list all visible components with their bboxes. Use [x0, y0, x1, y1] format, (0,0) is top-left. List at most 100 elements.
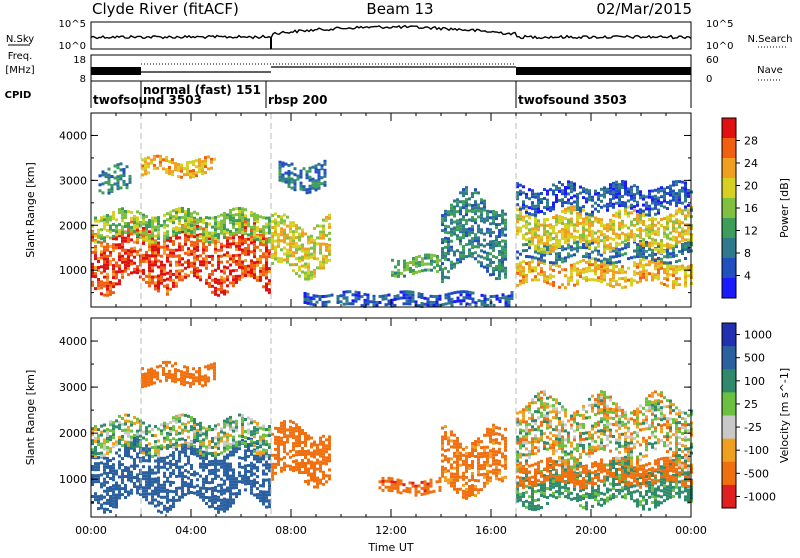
- heatmap-cell: [109, 498, 112, 501]
- heatmap-cell: [94, 251, 97, 254]
- heatmap-cell: [621, 247, 624, 250]
- heatmap-cell: [229, 221, 232, 224]
- heatmap-cell: [436, 298, 439, 301]
- heatmap-cell: [397, 263, 400, 266]
- heatmap-cell: [456, 464, 459, 467]
- heatmap-cell: [606, 188, 609, 191]
- heatmap-cell: [118, 264, 121, 267]
- heatmap-cell: [639, 196, 642, 199]
- heatmap-cell: [256, 452, 259, 455]
- heatmap-cell: [172, 502, 175, 505]
- heatmap-cell: [145, 221, 148, 224]
- heatmap-cell: [259, 243, 262, 246]
- heatmap-cell: [151, 229, 154, 232]
- heatmap-cell: [184, 451, 187, 454]
- heatmap-cell: [151, 241, 154, 244]
- heatmap-cell: [612, 255, 615, 258]
- heatmap-cell: [570, 184, 573, 187]
- heatmap-cell: [127, 426, 130, 429]
- heatmap-cell: [235, 242, 238, 245]
- heatmap-cell: [591, 211, 594, 214]
- heatmap-cell: [543, 280, 546, 283]
- heatmap-cell: [307, 263, 310, 266]
- heatmap-cell: [106, 249, 109, 252]
- heatmap-cell: [633, 270, 636, 273]
- heatmap-cell: [226, 457, 229, 460]
- heatmap-cell: [190, 440, 193, 443]
- heatmap-cell: [244, 247, 247, 250]
- heatmap-cell: [238, 441, 241, 444]
- heatmap-cell: [474, 218, 477, 221]
- heatmap-cell: [453, 482, 456, 485]
- heatmap-cell: [678, 235, 681, 238]
- heatmap-cell: [190, 265, 193, 268]
- heatmap-cell: [180, 176, 183, 179]
- heatmap-cell: [597, 253, 600, 256]
- heatmap-cell: [289, 263, 292, 266]
- heatmap-cell: [223, 504, 226, 507]
- heatmap-cell: [597, 195, 600, 198]
- heatmap-cell: [319, 249, 322, 252]
- heatmap-cell: [130, 436, 133, 439]
- heatmap-cell: [292, 224, 295, 227]
- heatmap-cell: [564, 226, 567, 229]
- heatmap-cell: [109, 429, 112, 432]
- heatmap-cell: [645, 195, 648, 198]
- heatmap-cell: [561, 192, 564, 195]
- heatmap-cell: [124, 267, 127, 270]
- heatmap-cell: [130, 238, 133, 241]
- heatmap-cell: [657, 257, 660, 260]
- heatmap-cell: [124, 270, 127, 273]
- heatmap-cell: [103, 221, 106, 224]
- heatmap-cell: [576, 224, 579, 227]
- heatmap-cell: [669, 252, 672, 255]
- heatmap-cell: [328, 438, 331, 441]
- heatmap-cell: [453, 263, 456, 266]
- heatmap-cell: [288, 185, 291, 188]
- heatmap-cell: [250, 433, 253, 436]
- heatmap-cell: [588, 246, 591, 249]
- heatmap-cell: [648, 245, 651, 248]
- heatmap-cell: [295, 453, 298, 456]
- heatmap-cell: [111, 187, 114, 190]
- heatmap-cell: [346, 290, 349, 293]
- heatmap-cell: [262, 491, 265, 494]
- heatmap-cell: [322, 462, 325, 465]
- heatmap-cell: [205, 478, 208, 481]
- heatmap-cell: [244, 223, 247, 226]
- heatmap-cell: [103, 442, 106, 445]
- heatmap-cell: [424, 483, 427, 486]
- heatmap-cell: [534, 214, 537, 217]
- heatmap-cell: [456, 219, 459, 222]
- heatmap-cell: [654, 230, 657, 233]
- heatmap-cell: [172, 499, 175, 502]
- heatmap-cell: [522, 225, 525, 228]
- heatmap-cell: [190, 230, 193, 233]
- heatmap-cell: [322, 234, 325, 237]
- heatmap-cell: [282, 165, 285, 168]
- heatmap-cell: [433, 260, 436, 263]
- heatmap-cell: [615, 184, 618, 187]
- heatmap-cell: [244, 445, 247, 448]
- heatmap-cell: [307, 299, 310, 302]
- heatmap-region: [441, 186, 507, 283]
- heatmap-cell: [289, 242, 292, 245]
- heatmap-cell: [211, 428, 214, 431]
- heatmap-cell: [241, 435, 244, 438]
- heatmap-cell: [579, 275, 582, 278]
- heatmap-cell: [322, 255, 325, 258]
- heatmap-cell: [642, 214, 645, 217]
- heatmap-cell: [103, 224, 106, 227]
- heatmap-cell: [324, 184, 327, 187]
- heatmap-cell: [403, 489, 406, 492]
- heatmap-cell: [322, 261, 325, 264]
- heatmap-cell: [223, 468, 226, 471]
- heatmap-cell: [204, 159, 207, 162]
- heatmap-cell: [534, 218, 537, 221]
- heatmap-cell: [250, 226, 253, 229]
- heatmap-cell: [612, 232, 615, 235]
- heatmap-cell: [142, 452, 145, 455]
- heatmap-cell: [412, 257, 415, 260]
- heatmap-cell: [208, 452, 211, 455]
- heatmap-cell: [160, 466, 163, 469]
